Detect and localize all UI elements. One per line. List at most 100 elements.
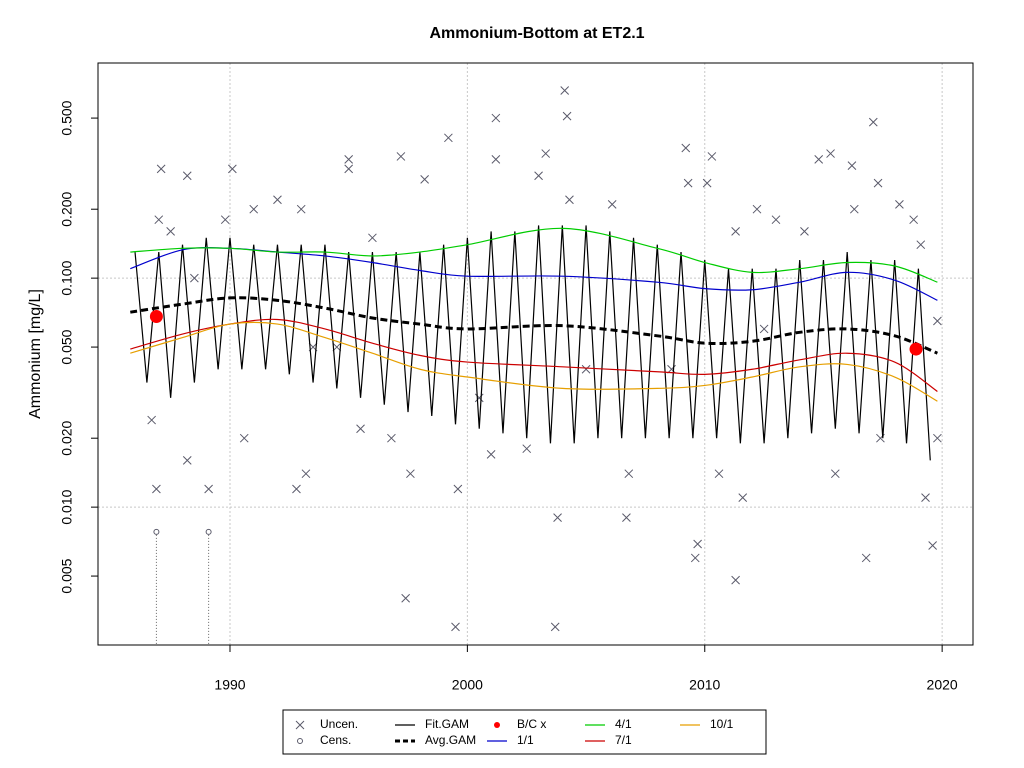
data-point: [921, 493, 930, 503]
data-point: [182, 456, 192, 465]
data-point: [873, 178, 883, 188]
data-point: [368, 233, 377, 243]
data-point: [541, 149, 551, 158]
data-point: [849, 204, 859, 214]
data-point: [344, 164, 354, 174]
data-point: [387, 433, 396, 443]
y-tick-label: 0.020: [59, 420, 75, 455]
data-point: [702, 178, 712, 188]
data-point: [296, 204, 306, 214]
data-point: [451, 622, 460, 632]
data-point: [534, 171, 543, 181]
legend-label: Cens.: [320, 733, 351, 747]
data-point: [771, 215, 781, 225]
data-point: [933, 316, 942, 326]
data-line: [130, 296, 938, 355]
data-point: [752, 204, 762, 214]
data-point: [607, 200, 617, 209]
data-point: [152, 484, 161, 494]
data-point: [228, 164, 237, 174]
data-point: [301, 469, 311, 479]
data-point: [830, 469, 840, 479]
data-line: [130, 227, 938, 283]
data-point: [166, 227, 175, 236]
data-point: [933, 433, 942, 443]
legend-label: 1/1: [517, 733, 534, 747]
data-point: [205, 528, 212, 535]
legend-label: Avg.GAM: [425, 733, 476, 747]
data-point: [916, 240, 926, 250]
data-point: [406, 469, 415, 479]
data-point: [453, 484, 463, 494]
data-point: [707, 152, 717, 161]
plot-frame: [97, 62, 974, 646]
data-point: [681, 143, 691, 153]
y-tick-label: 0.005: [59, 558, 75, 593]
data-point: [693, 539, 702, 549]
y-tick-label: 0.100: [59, 260, 75, 295]
data-point: [731, 227, 740, 236]
data-point: [562, 111, 572, 121]
data-point: [344, 155, 354, 164]
data-point: [420, 175, 429, 184]
y-axis-label: Ammonium [mg/L]: [27, 289, 44, 419]
data-point: [909, 342, 923, 356]
data-point: [156, 164, 166, 174]
data-point: [731, 575, 740, 585]
x-tick-label: 1990: [214, 677, 245, 693]
legend-label: B/C x: [517, 717, 546, 731]
data-point: [814, 155, 824, 164]
legend-label: 10/1: [710, 717, 734, 731]
data-point: [182, 171, 192, 181]
data-point: [581, 364, 591, 374]
data-point: [759, 324, 769, 334]
data-point: [847, 161, 857, 170]
data-point: [714, 469, 724, 479]
y-tick-label: 0.050: [59, 329, 75, 364]
data-point: [249, 204, 259, 214]
data-point: [401, 593, 411, 603]
data-point: [683, 178, 693, 188]
data-line: [130, 318, 938, 392]
data-point: [565, 195, 574, 205]
x-tick-label: 2010: [689, 677, 720, 693]
data-point: [491, 113, 501, 123]
data-point: [895, 200, 904, 209]
y-tick-label: 0.010: [59, 489, 75, 524]
data-point: [826, 149, 835, 158]
data-point: [190, 273, 199, 283]
data-point: [444, 133, 453, 143]
legend-marker: [494, 722, 500, 728]
chart-title: Ammonium-Bottom at ET2.1: [429, 25, 644, 42]
legend-marker: [297, 738, 303, 744]
y-tick-label: 0.200: [59, 191, 75, 226]
legend-label: Uncen.: [320, 717, 358, 731]
data-line: [130, 321, 938, 402]
data-point: [690, 553, 700, 563]
legend-label: 4/1: [615, 717, 632, 731]
x-tick-label: 2000: [452, 677, 483, 693]
data-point: [486, 450, 496, 459]
data-point: [292, 484, 301, 494]
data-point: [522, 444, 532, 454]
x-tick-label: 2020: [927, 677, 958, 693]
data-point: [154, 215, 164, 225]
data-point: [356, 424, 365, 434]
data-point: [147, 415, 157, 425]
data-point: [622, 513, 631, 522]
data-point: [273, 195, 282, 205]
data-point: [560, 86, 570, 95]
legend-box: [282, 709, 767, 755]
data-point: [396, 152, 406, 161]
data-point: [738, 493, 748, 503]
data-point: [220, 215, 230, 225]
data-point: [239, 433, 249, 443]
data-point: [928, 541, 937, 550]
legend-label: 7/1: [615, 733, 632, 747]
data-point: [204, 484, 213, 494]
data-point: [624, 469, 634, 479]
data-point: [800, 227, 809, 236]
data-point: [550, 622, 560, 632]
